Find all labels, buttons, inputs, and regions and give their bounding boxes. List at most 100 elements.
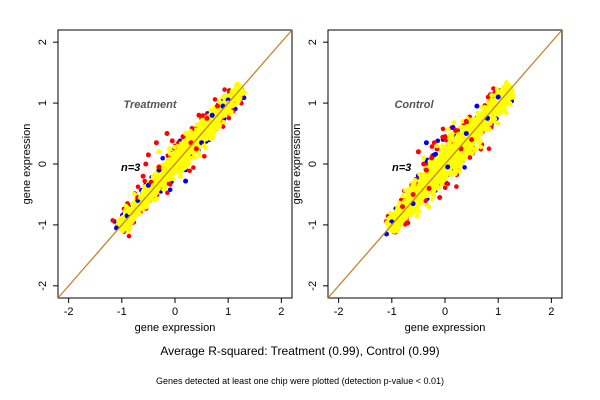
cloud-point (226, 115, 232, 121)
y-tick-label: -2 (307, 281, 319, 291)
cloud-point (194, 122, 200, 128)
y-tick-label: 1 (37, 100, 49, 106)
cloud-point (458, 136, 464, 141)
cloud-point (423, 198, 428, 204)
cloud-point (452, 141, 458, 146)
cloud-point (454, 158, 460, 164)
panel-treatment: Treatment n=3 gene expression gene expre… (21, 29, 293, 334)
data-point (437, 195, 443, 200)
cloud-point (226, 110, 232, 115)
data-point (153, 140, 159, 146)
cloud-point (401, 200, 407, 206)
cloud-point (187, 135, 193, 141)
cloud-point (191, 165, 196, 170)
cloud-point (413, 205, 419, 211)
cloud-point (440, 172, 446, 178)
cloud-point (167, 187, 173, 193)
x-tick-label: 1 (495, 306, 501, 318)
cloud-point (144, 191, 149, 196)
cloud-point (441, 177, 446, 182)
cloud-point (424, 202, 430, 208)
cloud-point (480, 126, 485, 132)
x-tick-label: 2 (548, 306, 554, 318)
x-axis-label: gene expression (135, 322, 216, 334)
data-point (450, 170, 456, 176)
cloud-point (442, 185, 448, 190)
n-annotation: n=3 (392, 162, 411, 174)
data-point (445, 164, 451, 170)
y-tick-label: 2 (307, 39, 319, 45)
cloud-point (165, 190, 170, 195)
cloud-point (142, 178, 147, 184)
cloud-point (166, 176, 171, 182)
data-point (442, 134, 448, 140)
cloud-point (187, 168, 192, 174)
cloud-point (495, 105, 501, 111)
data-point (137, 195, 143, 200)
data-point (215, 103, 220, 109)
cloud-point (166, 172, 172, 178)
cloud-point (388, 211, 393, 216)
cloud-point (223, 107, 229, 112)
cloud-point (205, 120, 211, 125)
cloud-point (492, 111, 497, 116)
cloud-point (431, 189, 437, 195)
cloud-point (135, 184, 141, 190)
cloud-point (125, 225, 131, 231)
cloud-point (198, 122, 203, 127)
cloud-point (126, 233, 132, 239)
x-tick-label: 0 (442, 306, 448, 318)
data-point (426, 185, 432, 191)
cloud-point (478, 144, 484, 150)
cloud-point (460, 119, 466, 124)
cloud-point (395, 228, 401, 233)
data-point (421, 155, 427, 161)
cloud-point (403, 188, 408, 193)
data-point (429, 155, 435, 161)
cloud-point (129, 201, 135, 207)
y-axis-label: gene expression (291, 124, 303, 205)
cloud-point (210, 131, 216, 137)
axis-ticks: -2 -1 0 1 2 -2 -1 0 1 2 (307, 39, 554, 318)
cloud-point (478, 105, 484, 110)
cloud-point (167, 151, 173, 157)
x-tick-label: 1 (225, 306, 231, 318)
data-point (201, 143, 207, 149)
data-point (167, 146, 173, 152)
cloud-point (467, 155, 473, 160)
cloud-point (473, 122, 479, 128)
cloud-point (110, 218, 115, 223)
cloud-point (485, 124, 490, 129)
cloud-point (445, 181, 451, 187)
cloud-point (170, 176, 175, 181)
data-point (405, 198, 411, 203)
data-point (474, 103, 480, 109)
data-point (434, 143, 440, 149)
cloud-point (496, 89, 502, 95)
data-point (209, 112, 215, 118)
x-tick-label: 2 (278, 306, 284, 318)
data-point (164, 131, 170, 136)
cloud-point (435, 174, 440, 179)
data-point (423, 167, 429, 173)
cloud-point (416, 208, 422, 214)
y-tick-label: -1 (37, 220, 49, 230)
cloud-point (178, 141, 184, 147)
cloud-point (451, 120, 457, 125)
cloud-point (504, 110, 509, 116)
cloud-point (432, 168, 438, 174)
cloud-point (507, 95, 513, 101)
cloud-point (433, 186, 439, 191)
y-axis-label: gene expression (21, 124, 33, 205)
data-point (453, 128, 459, 133)
cloud-point (425, 172, 431, 178)
cloud-point (462, 165, 467, 170)
cloud-point (457, 164, 462, 169)
cloud-point (444, 156, 449, 161)
data-point (145, 152, 151, 158)
cloud-point (466, 142, 471, 148)
cloud-point (140, 190, 145, 196)
cloud-point (501, 84, 507, 90)
cloud-point (491, 117, 497, 123)
